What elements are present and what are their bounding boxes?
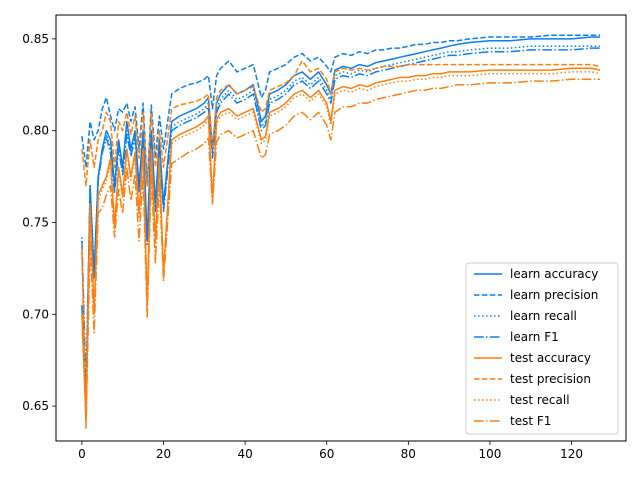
legend-label: learn accuracy [510, 267, 598, 281]
x-tick-label: 80 [401, 447, 416, 461]
legend-label: learn precision [510, 288, 598, 302]
series-line-6 [81, 71, 601, 404]
x-tick-label: 20 [156, 447, 171, 461]
x-tick-label: 40 [237, 447, 252, 461]
series-layer [81, 34, 601, 429]
series-line-1 [81, 34, 601, 187]
legend-label: test recall [510, 393, 570, 407]
plot-frame [55, 14, 627, 442]
legend-label: learn recall [510, 309, 577, 323]
series-line-0 [81, 36, 601, 417]
legend-label: test accuracy [510, 351, 591, 365]
x-axis: 0 20 40 60 80 100 120 [78, 441, 583, 461]
y-tick-label: 0.85 [22, 32, 49, 46]
y-tick-label: 0.80 [22, 124, 49, 138]
x-tick-label: 60 [319, 447, 334, 461]
x-tick-label: 0 [78, 447, 86, 461]
x-tick-label: 100 [478, 447, 501, 461]
series-line-3 [81, 47, 601, 393]
legend: learn accuracy learn precision learn recal… [465, 262, 619, 435]
legend-label: test precision [510, 372, 591, 386]
x-tick-label: 120 [560, 447, 583, 461]
legend-box [465, 262, 619, 435]
y-axis: 0.65 0.70 0.75 0.80 0.85 [22, 32, 56, 413]
y-tick-label: 0.75 [22, 215, 49, 229]
series-line-7 [81, 78, 601, 429]
legend-label: learn F1 [510, 330, 559, 344]
series-line-5 [81, 60, 601, 187]
y-tick-label: 0.70 [22, 307, 49, 321]
legend-label: test F1 [510, 414, 551, 428]
series-line-4 [81, 67, 601, 422]
y-tick-label: 0.65 [22, 399, 49, 413]
